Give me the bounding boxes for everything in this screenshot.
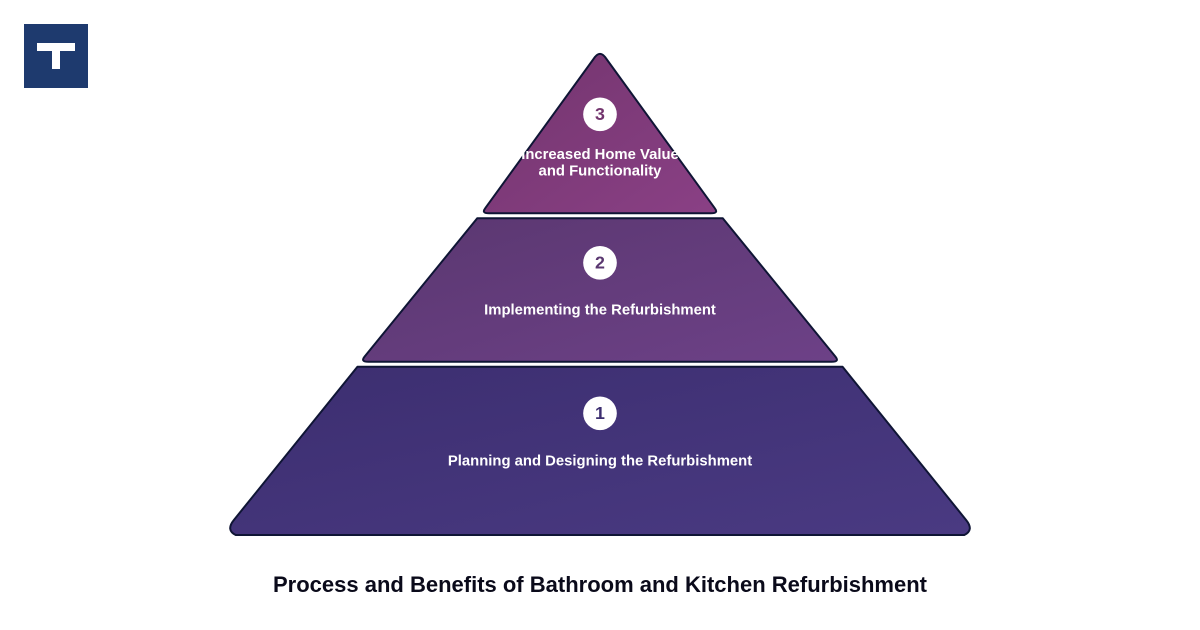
t-letter-icon xyxy=(37,43,75,69)
brand-logo xyxy=(24,24,88,88)
level-1-number: 1 xyxy=(595,403,605,423)
pyramid-level-2 xyxy=(363,218,837,362)
level-2-number: 2 xyxy=(595,253,605,273)
pyramid-level-3 xyxy=(484,54,716,213)
level-3-number: 3 xyxy=(595,104,605,124)
level-3-label-line2: and Functionality xyxy=(539,164,663,180)
level-3-label-line1: Increased Home Value xyxy=(521,147,679,163)
pyramid-diagram: 1 Planning and Designing the Refurbishme… xyxy=(150,45,1050,540)
pyramid-svg: 1 Planning and Designing the Refurbishme… xyxy=(150,45,1050,540)
diagram-title: Process and Benefits of Bathroom and Kit… xyxy=(0,572,1200,598)
pyramid-level-1 xyxy=(230,367,970,535)
level-2-label: Implementing the Refurbishment xyxy=(484,302,716,318)
level-1-label: Planning and Designing the Refurbishment xyxy=(448,454,752,470)
